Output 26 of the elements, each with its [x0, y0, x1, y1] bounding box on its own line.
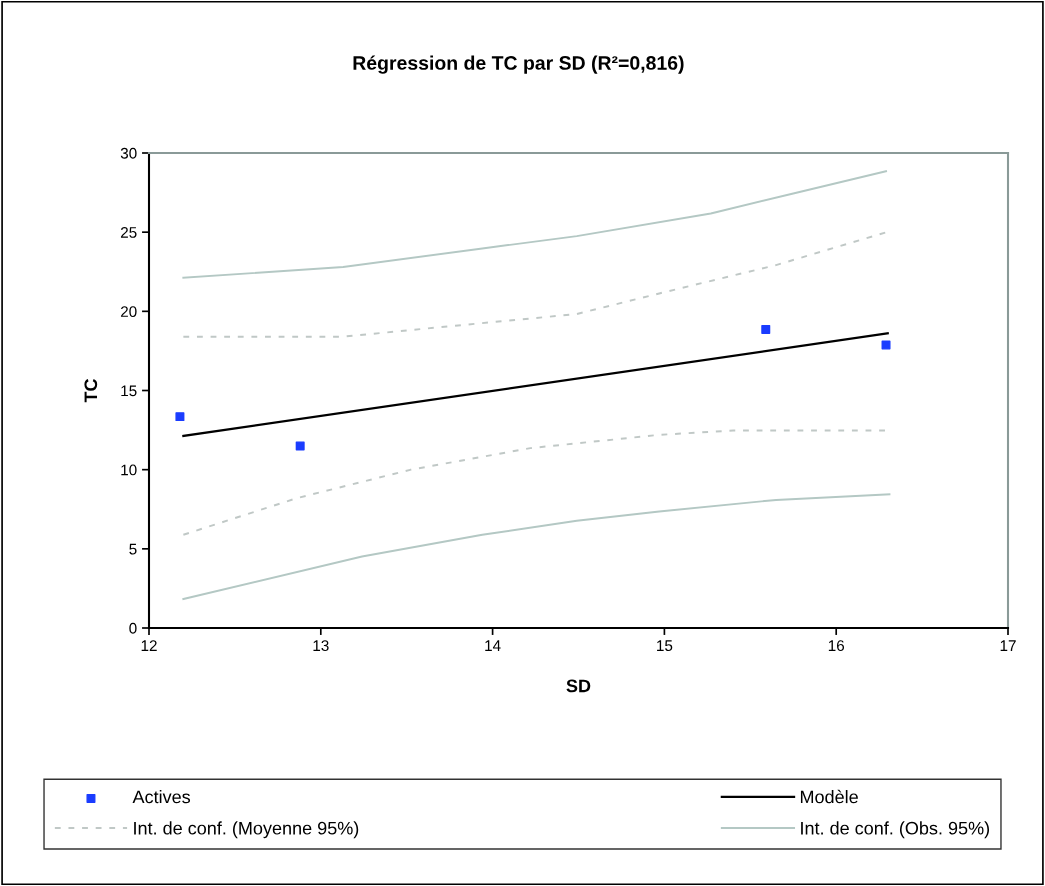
legend-label: Modèle — [800, 789, 858, 804]
point — [881, 340, 891, 350]
x-tick-label: 13 — [313, 640, 329, 652]
chart-title: Régression de TC par SD (R²=0,816) — [353, 55, 684, 74]
line-series — [182, 170, 887, 279]
y-tick-label: 0 — [129, 622, 137, 634]
point — [761, 324, 771, 334]
point — [175, 412, 185, 422]
legend-label: Actives — [132, 790, 191, 804]
y-tick-label: 15 — [121, 385, 137, 397]
line-series — [182, 493, 891, 600]
y-tick-label: 20 — [120, 306, 137, 318]
legend-label: Int. de conf. (Moyenne 95%) — [134, 821, 359, 839]
x-axis-title: SD — [566, 679, 591, 693]
x-tick-label: 17 — [1000, 640, 1016, 651]
y-tick-label: 5 — [129, 543, 137, 555]
x-tick-label: 12 — [141, 640, 157, 651]
y-tick-label: 30 — [120, 147, 137, 159]
y-tick-label: 25 — [120, 227, 137, 238]
y-tick-label: 10 — [121, 464, 137, 476]
legend-label: Int. de conf. (Obs. 95%) — [801, 821, 990, 839]
point — [295, 441, 305, 451]
x-tick-label: 14 — [485, 640, 501, 651]
y-axis-title: TC — [84, 378, 98, 403]
x-tick-label: 15 — [657, 640, 673, 652]
x-tick-label: 16 — [828, 640, 845, 652]
